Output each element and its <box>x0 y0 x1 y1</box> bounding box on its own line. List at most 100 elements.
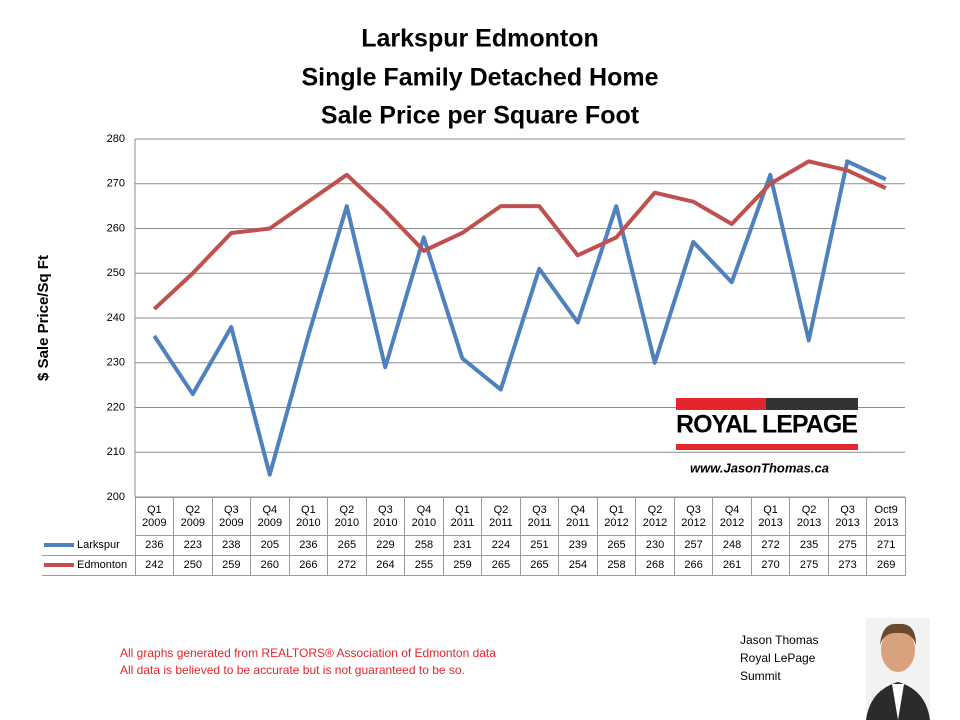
table-value: 235 <box>789 535 829 556</box>
table-value: 261 <box>712 555 752 576</box>
x-tick-label: Oct9 2013 <box>866 497 906 536</box>
logo-bar <box>676 398 766 410</box>
table-value: 265 <box>519 555 560 576</box>
photo-hair <box>880 623 916 645</box>
table-value: 251 <box>519 535 560 556</box>
table-value: 266 <box>673 555 714 576</box>
y-tick-label: 250 <box>107 267 125 279</box>
y-axis-label: $ Sale Price/Sq Ft <box>35 255 52 381</box>
portrait <box>866 618 930 720</box>
x-tick-label: Q2 2009 <box>173 497 213 536</box>
table-value: 230 <box>635 535 675 556</box>
corner <box>42 498 135 536</box>
legend-entry: Edmonton <box>42 555 136 576</box>
y-tick-label: 200 <box>107 491 125 503</box>
table-value: 231 <box>442 535 483 556</box>
table-value: 265 <box>596 535 637 556</box>
photo-shirt <box>892 684 904 720</box>
x-tick-label: Q4 2009 <box>250 497 290 536</box>
x-tick-label: Q3 2010 <box>365 497 406 536</box>
author: Royal LePage <box>740 651 816 665</box>
table-value: 258 <box>404 535 444 556</box>
table-value: 268 <box>635 555 675 576</box>
table-value: 275 <box>789 555 829 576</box>
y-tick-label: 220 <box>107 401 125 413</box>
table-value: 259 <box>442 555 483 576</box>
table-value: 259 <box>211 555 252 576</box>
y-tick-label: 240 <box>107 312 125 324</box>
y-tick-label: 270 <box>107 178 125 190</box>
photo-face <box>881 628 915 672</box>
x-tick-label: Q3 2009 <box>211 497 252 536</box>
x-tick-label: Q1 2013 <box>750 497 791 536</box>
table-value: 250 <box>173 555 213 576</box>
data-table: Q1 2009 Q2 2009 Q3 2009 Q4 2009 Q1 2010 Q2 20… <box>42 497 906 576</box>
chart-title: Larkspur Edmonton <box>361 25 599 53</box>
y-tick-label: 280 <box>107 133 125 145</box>
table-value: 239 <box>558 535 598 556</box>
legend-swatch <box>44 563 74 568</box>
x-tick-label: Q1 2011 <box>442 497 483 536</box>
table-value: 265 <box>481 555 521 576</box>
legend-entry: Larkspur <box>42 535 136 556</box>
chart-title: Sale Price per Square Foot <box>321 102 640 130</box>
footer-note: All data is believed to be accurate but … <box>120 663 465 677</box>
table-value: 248 <box>712 535 752 556</box>
table-value: 265 <box>327 535 367 556</box>
logo-url: www.JasonThomas.ca <box>690 460 829 475</box>
table-value: 260 <box>250 555 290 576</box>
table-value: 205 <box>250 535 290 556</box>
table-value: 254 <box>558 555 598 576</box>
author: Jason Thomas <box>740 633 819 647</box>
table-value: 236 <box>288 535 329 556</box>
footer-note: All graphs generated from REALTORS® Asso… <box>120 646 496 660</box>
x-tick-label: Q2 2012 <box>635 497 675 536</box>
logo-brand: ROYAL LEPAGE <box>676 411 858 439</box>
table-value: 272 <box>327 555 367 576</box>
legend-label: Edmonton <box>77 559 128 571</box>
x-tick-label: Q1 2012 <box>596 497 637 536</box>
table-value: 264 <box>365 555 406 576</box>
x-tick-label: Q4 2011 <box>558 497 598 536</box>
series-line <box>152 159 887 311</box>
x-tick-label: Q1 2010 <box>288 497 329 536</box>
logo-bar <box>676 444 858 450</box>
table-value: 236 <box>134 535 175 556</box>
x-tick-label: Q3 2012 <box>673 497 714 536</box>
table-value: 238 <box>211 535 252 556</box>
y-tick-label: 210 <box>107 446 125 458</box>
series-row: Larkspur 236 223 238 205 236 265 229 258 231 224 25… <box>42 535 906 556</box>
x-tick-label: Q3 2013 <box>827 497 868 536</box>
legend-swatch <box>44 542 74 547</box>
x-tick-label: Q2 2010 <box>327 497 367 536</box>
table-value: 258 <box>596 555 637 576</box>
x-tick-label: Q2 2013 <box>789 497 829 536</box>
table-value: 271 <box>866 535 906 556</box>
legend-label: Larkspur <box>77 538 120 551</box>
y-tick-label: 260 <box>107 222 125 234</box>
x-tick-label: Q3 2011 <box>519 497 560 536</box>
table-value: 266 <box>288 555 329 576</box>
table-value: 275 <box>827 535 868 556</box>
x-tick-label: Q4 2012 <box>712 497 752 536</box>
table-value: 242 <box>134 555 175 576</box>
category-row: Q1 2009 Q2 2009 Q3 2009 Q4 2009 Q1 2010 Q2 20… <box>42 497 906 536</box>
x-tick-label: Q1 2009 <box>134 497 175 536</box>
table-value: 229 <box>365 535 406 556</box>
y-tick-label: 230 <box>107 357 125 369</box>
author: Summit <box>740 669 781 683</box>
series-row: Edmonton 242 250 259 260 266 272 264 255 259 265 26… <box>42 555 906 576</box>
x-tick-label: Q4 2010 <box>404 497 444 536</box>
table-value: 223 <box>173 535 213 556</box>
table-value: 224 <box>481 535 521 556</box>
logo-bar <box>766 398 858 410</box>
table-value: 272 <box>750 535 791 556</box>
chart-title: Single Family Detached Home <box>301 64 658 92</box>
table-value: 273 <box>827 555 868 576</box>
table-value: 269 <box>866 555 906 576</box>
logo: ROYAL LEPAGE www.JasonThomas.ca <box>676 398 858 475</box>
table-value: 270 <box>750 555 791 576</box>
table-value: 257 <box>673 535 714 556</box>
